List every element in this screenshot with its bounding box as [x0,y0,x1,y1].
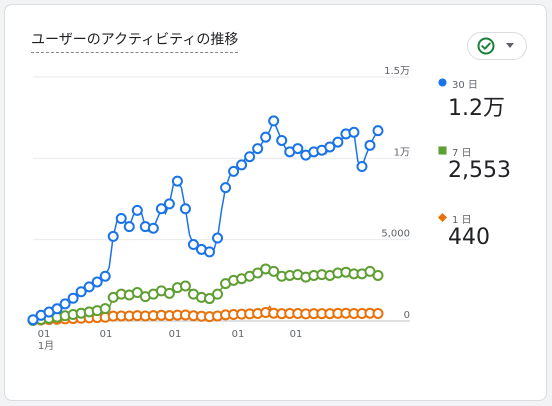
check-circle-icon [477,37,495,55]
status-dropdown-button[interactable] [467,32,527,60]
y-tick-label: 1万 [394,147,410,158]
data-point [276,134,288,146]
data-point [179,280,191,292]
data-point [171,175,183,187]
x-tick-label: 01 [100,329,113,340]
data-point [292,143,304,155]
legend-label: 7 日 [452,148,472,159]
data-point [228,165,240,177]
legend-label: 30 日 [452,80,478,91]
data-point [372,308,384,320]
legend-value: 440 [448,225,490,250]
legend-diamond-icon [438,213,447,222]
data-point [59,298,71,310]
y-tick-label: 1.5万 [384,66,410,77]
data-point [356,160,368,172]
chart-series [27,115,384,327]
data-point [75,286,87,298]
data-point [244,151,256,163]
data-point [260,131,272,143]
data-point [123,221,135,233]
data-point [99,303,111,315]
data-point [252,143,264,155]
data-point [348,126,360,138]
data-point [27,314,39,326]
legend-label: 1 日 [452,215,472,226]
data-point [83,281,95,293]
x-tick-label: 01 [38,329,51,340]
data-point [204,246,216,258]
data-point [332,136,344,148]
data-point [236,159,248,171]
data-point [163,198,175,210]
data-point [372,125,384,137]
data-point [268,115,280,127]
card-title[interactable]: ユーザーのアクティビティの推移 [31,29,239,53]
data-point [163,287,175,299]
data-point [220,182,232,194]
data-point [212,232,224,244]
data-point [51,303,63,315]
data-point [364,139,376,151]
data-point [67,292,79,304]
data-point [187,239,199,251]
series-0 [27,115,384,326]
data-point [155,203,167,215]
data-point [99,270,111,282]
x-tick-label: 01 [232,329,245,340]
data-point [179,203,191,215]
data-point [212,288,224,300]
x-tick-label: 01 [290,329,303,340]
data-point [131,204,143,216]
data-point [324,141,336,153]
data-point [147,222,159,234]
data-point [204,293,216,305]
legend-value: 1.2万 [448,96,505,121]
data-point [107,230,119,242]
y-tick-label: 5,000 [381,229,410,240]
legend-square-icon [438,146,447,155]
chevron-down-icon [506,43,514,48]
x-tick-label: 01 [169,329,182,340]
user-activity-card: ユーザーのアクティビティの推移 [4,4,547,401]
y-tick-label: 0 [404,310,410,321]
x-sub-label: 1月 [38,340,54,352]
data-point [91,276,103,288]
legend-circle-icon [438,78,447,87]
data-point [372,269,384,281]
legend-value: 2,553 [448,158,511,183]
data-point [268,265,280,277]
data-point [115,213,127,225]
